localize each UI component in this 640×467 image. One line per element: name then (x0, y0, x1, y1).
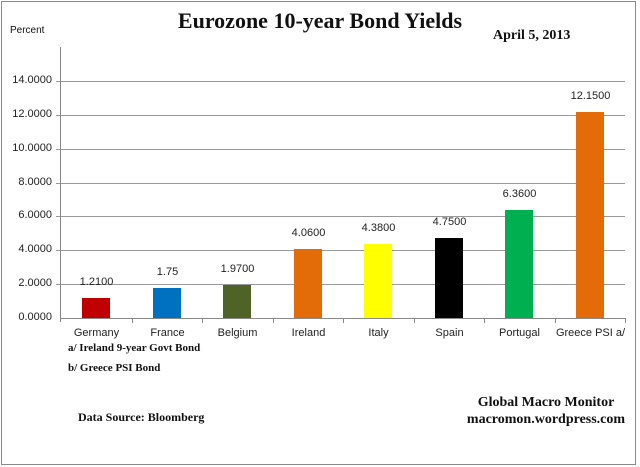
bar-value-label: 4.7500 (432, 216, 467, 228)
bar-value-label: 12.1500 (570, 90, 611, 102)
x-category-label: Greece PSI a/ (555, 327, 626, 339)
footnote-a: a/ Ireland 9-year Govt Bond (68, 342, 201, 354)
gridline (56, 149, 625, 150)
data-source: Data Source: Bloomberg (78, 410, 205, 424)
x-tick (202, 318, 203, 323)
x-tick (414, 318, 415, 323)
bar-germany (82, 298, 110, 318)
bar-value-label: 1.9700 (220, 263, 255, 275)
x-category-label: Ireland (291, 327, 326, 339)
x-tick (555, 318, 556, 323)
y-tick-label: 8.0000 (18, 176, 52, 188)
x-category-label: Italy (368, 327, 389, 339)
gridline (56, 216, 625, 217)
bar-value-label: 4.3800 (361, 222, 396, 234)
x-tick (132, 318, 133, 323)
gridline (56, 115, 625, 116)
x-tick (273, 318, 274, 323)
bar-value-label: 4.0600 (291, 227, 326, 239)
chart-title: Eurozone 10-year Bond Yields (177, 8, 463, 33)
y-tick-label: 0.0000 (18, 311, 52, 323)
brand-name: Global Macro Monitor (477, 395, 615, 410)
bar-value-label: 6.3600 (502, 188, 537, 200)
bar-france (153, 288, 181, 318)
footnote-b: b/ Greece PSI Bond (68, 362, 161, 374)
gridline (56, 250, 625, 251)
bar-greece-psi-a (576, 112, 604, 318)
bar-value-label: 1.75 (156, 266, 179, 278)
bar-spain (435, 238, 463, 318)
bar-belgium (223, 285, 251, 318)
x-tick (484, 318, 485, 323)
y-tick-label: 6.0000 (18, 209, 52, 221)
y-tick-label: 4.0000 (18, 243, 52, 255)
x-tick (343, 318, 344, 323)
gridline (56, 284, 625, 285)
y-tick-label: 2.0000 (18, 277, 52, 289)
y-tick-label: 10.0000 (12, 142, 52, 154)
x-category-label: Belgium (217, 327, 258, 339)
brand-url: macromon.wordpress.com (466, 412, 626, 427)
x-category-label: Portugal (499, 327, 540, 339)
chart-date: April 5, 2013 (493, 28, 571, 43)
x-category-label: France (150, 327, 185, 339)
y-tick-label: 14.0000 (12, 74, 52, 86)
bar-portugal (505, 210, 533, 318)
x-axis-line (60, 318, 625, 319)
gridline (56, 183, 625, 184)
bar-ireland (294, 249, 322, 318)
x-category-label: Spain (435, 327, 464, 339)
x-tick (625, 318, 626, 323)
x-category-label: Germany (73, 327, 120, 339)
y-tick-label: 12.0000 (12, 108, 52, 120)
gridline (56, 81, 625, 82)
bar-italy (364, 244, 392, 318)
bar-value-label: 1.2100 (79, 276, 114, 288)
y-axis-label: Percent (10, 25, 45, 36)
y-axis-line (60, 47, 61, 322)
